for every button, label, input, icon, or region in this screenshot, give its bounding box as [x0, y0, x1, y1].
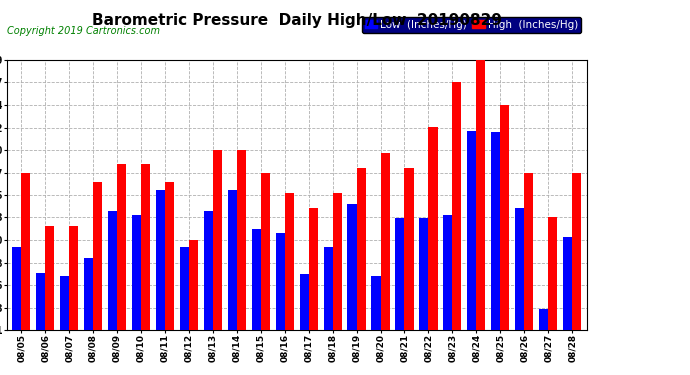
Bar [141, 164, 150, 330]
Bar [539, 309, 548, 330]
Bar [420, 219, 428, 330]
Text: Copyright 2019 Cartronics.com: Copyright 2019 Cartronics.com [7, 26, 160, 36]
Bar [357, 168, 366, 330]
Bar [572, 172, 581, 330]
Bar [371, 276, 380, 330]
Bar [21, 172, 30, 330]
Bar [467, 131, 476, 330]
Bar [443, 215, 453, 330]
Bar [380, 153, 390, 330]
Bar [285, 193, 294, 330]
Bar [36, 273, 46, 330]
Bar [93, 182, 102, 330]
Bar [189, 240, 198, 330]
Bar [299, 274, 308, 330]
Bar [180, 248, 189, 330]
Bar [428, 128, 437, 330]
Bar [84, 258, 93, 330]
Bar [132, 215, 141, 330]
Bar [395, 219, 404, 330]
Bar [237, 150, 246, 330]
Bar [69, 226, 78, 330]
Bar [156, 190, 165, 330]
Bar [453, 82, 462, 330]
Bar [261, 173, 270, 330]
Text: Barometric Pressure  Daily High/Low  20190829: Barometric Pressure Daily High/Low 20190… [92, 13, 502, 28]
Bar [500, 105, 509, 330]
Bar [228, 190, 237, 330]
Bar [333, 193, 342, 330]
Bar [324, 248, 333, 330]
Bar [204, 211, 213, 330]
Bar [12, 248, 21, 330]
Bar [213, 150, 222, 330]
Bar [524, 172, 533, 330]
Bar [46, 226, 55, 330]
Bar [563, 237, 572, 330]
Bar [476, 60, 486, 330]
Legend: Low  (Inches/Hg), High  (Inches/Hg): Low (Inches/Hg), High (Inches/Hg) [362, 16, 581, 33]
Bar [404, 168, 413, 330]
Bar [491, 132, 500, 330]
Bar [515, 208, 524, 330]
Bar [117, 164, 126, 330]
Bar [165, 182, 174, 330]
Bar [60, 276, 69, 330]
Bar [548, 217, 558, 330]
Bar [252, 229, 261, 330]
Bar [275, 233, 285, 330]
Bar [348, 204, 357, 330]
Bar [108, 211, 117, 330]
Bar [308, 208, 318, 330]
